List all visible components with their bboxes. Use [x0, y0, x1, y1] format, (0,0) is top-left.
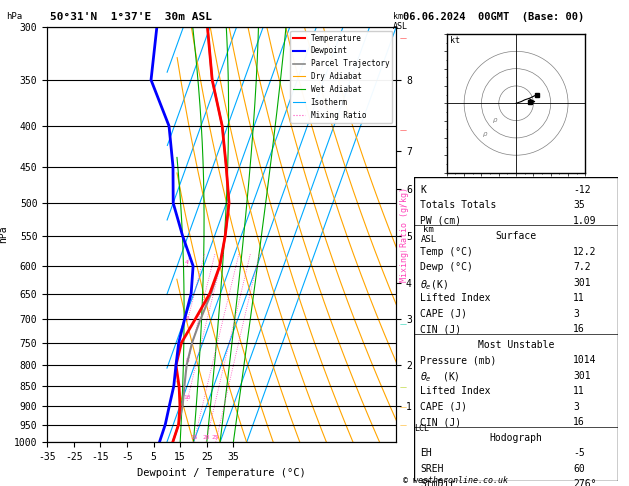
Text: Surface: Surface: [496, 231, 537, 242]
Text: LCL: LCL: [414, 424, 429, 433]
Text: 6: 6: [185, 315, 189, 321]
Text: km: km: [393, 12, 403, 21]
Text: 60: 60: [574, 464, 585, 474]
Text: $\theta_e$(K): $\theta_e$(K): [420, 278, 448, 292]
Text: EH: EH: [420, 449, 431, 458]
Text: Temp (°C): Temp (°C): [420, 247, 473, 257]
Text: Most Unstable: Most Unstable: [478, 340, 554, 350]
Text: CAPE (J): CAPE (J): [420, 402, 467, 412]
Text: Mixing Ratio (g/kg): Mixing Ratio (g/kg): [400, 187, 409, 282]
Text: —: —: [399, 321, 406, 327]
Text: Dewp (°C): Dewp (°C): [420, 262, 473, 273]
Text: 276°: 276°: [574, 479, 597, 486]
Text: 1.09: 1.09: [574, 216, 597, 226]
Text: —: —: [399, 127, 406, 133]
Text: kt: kt: [450, 35, 460, 45]
Text: 15: 15: [190, 435, 198, 440]
Text: —: —: [399, 422, 406, 428]
Text: Lifted Index: Lifted Index: [420, 386, 491, 397]
Text: 16: 16: [574, 417, 585, 427]
Text: CIN (J): CIN (J): [420, 417, 461, 427]
Text: 20: 20: [203, 435, 210, 440]
Text: SREH: SREH: [420, 464, 443, 474]
Text: 3: 3: [574, 402, 579, 412]
Text: $\rho$: $\rho$: [482, 130, 488, 139]
Text: —: —: [399, 384, 406, 390]
Y-axis label: hPa: hPa: [0, 226, 8, 243]
Text: 12.2: 12.2: [574, 247, 597, 257]
Text: 301: 301: [574, 371, 591, 381]
Text: 11: 11: [574, 294, 585, 303]
Legend: Temperature, Dewpoint, Parcel Trajectory, Dry Adiabat, Wet Adiabat, Isotherm, Mi: Temperature, Dewpoint, Parcel Trajectory…: [290, 31, 392, 122]
Text: 7.2: 7.2: [574, 262, 591, 273]
Text: —: —: [399, 404, 406, 410]
Text: © weatheronline.co.uk: © weatheronline.co.uk: [403, 476, 508, 485]
Text: CIN (J): CIN (J): [420, 325, 461, 334]
Text: 8: 8: [185, 359, 189, 364]
Text: Hodograph: Hodograph: [489, 433, 543, 443]
Text: 4: 4: [185, 260, 189, 264]
Text: PW (cm): PW (cm): [420, 216, 461, 226]
Text: 1014: 1014: [574, 355, 597, 365]
Text: $\rho$: $\rho$: [492, 116, 499, 125]
Text: —: —: [399, 204, 406, 209]
Text: Totals Totals: Totals Totals: [420, 201, 496, 210]
Text: 50°31'N  1°37'E  30m ASL: 50°31'N 1°37'E 30m ASL: [50, 12, 213, 22]
Text: Lifted Index: Lifted Index: [420, 294, 491, 303]
Text: K: K: [420, 185, 426, 195]
Y-axis label: km
ASL: km ASL: [420, 225, 437, 244]
Text: 25: 25: [212, 435, 220, 440]
Text: CAPE (J): CAPE (J): [420, 309, 467, 319]
Text: ASL: ASL: [393, 22, 408, 31]
Text: 10: 10: [183, 395, 191, 400]
Text: hPa: hPa: [6, 12, 23, 21]
Text: 16: 16: [574, 325, 585, 334]
Text: StmDir: StmDir: [420, 479, 455, 486]
Text: Pressure (mb): Pressure (mb): [420, 355, 496, 365]
Text: -5: -5: [574, 449, 585, 458]
Text: 3: 3: [574, 309, 579, 319]
X-axis label: Dewpoint / Temperature (°C): Dewpoint / Temperature (°C): [137, 468, 306, 478]
Text: 301: 301: [574, 278, 591, 288]
Text: 35: 35: [574, 201, 585, 210]
Text: —: —: [399, 248, 406, 254]
Text: -12: -12: [574, 185, 591, 195]
Text: 06.06.2024  00GMT  (Base: 00): 06.06.2024 00GMT (Base: 00): [403, 12, 584, 22]
Text: 11: 11: [574, 386, 585, 397]
Text: —: —: [399, 35, 406, 41]
Text: $\theta_e$  (K): $\theta_e$ (K): [420, 371, 460, 384]
